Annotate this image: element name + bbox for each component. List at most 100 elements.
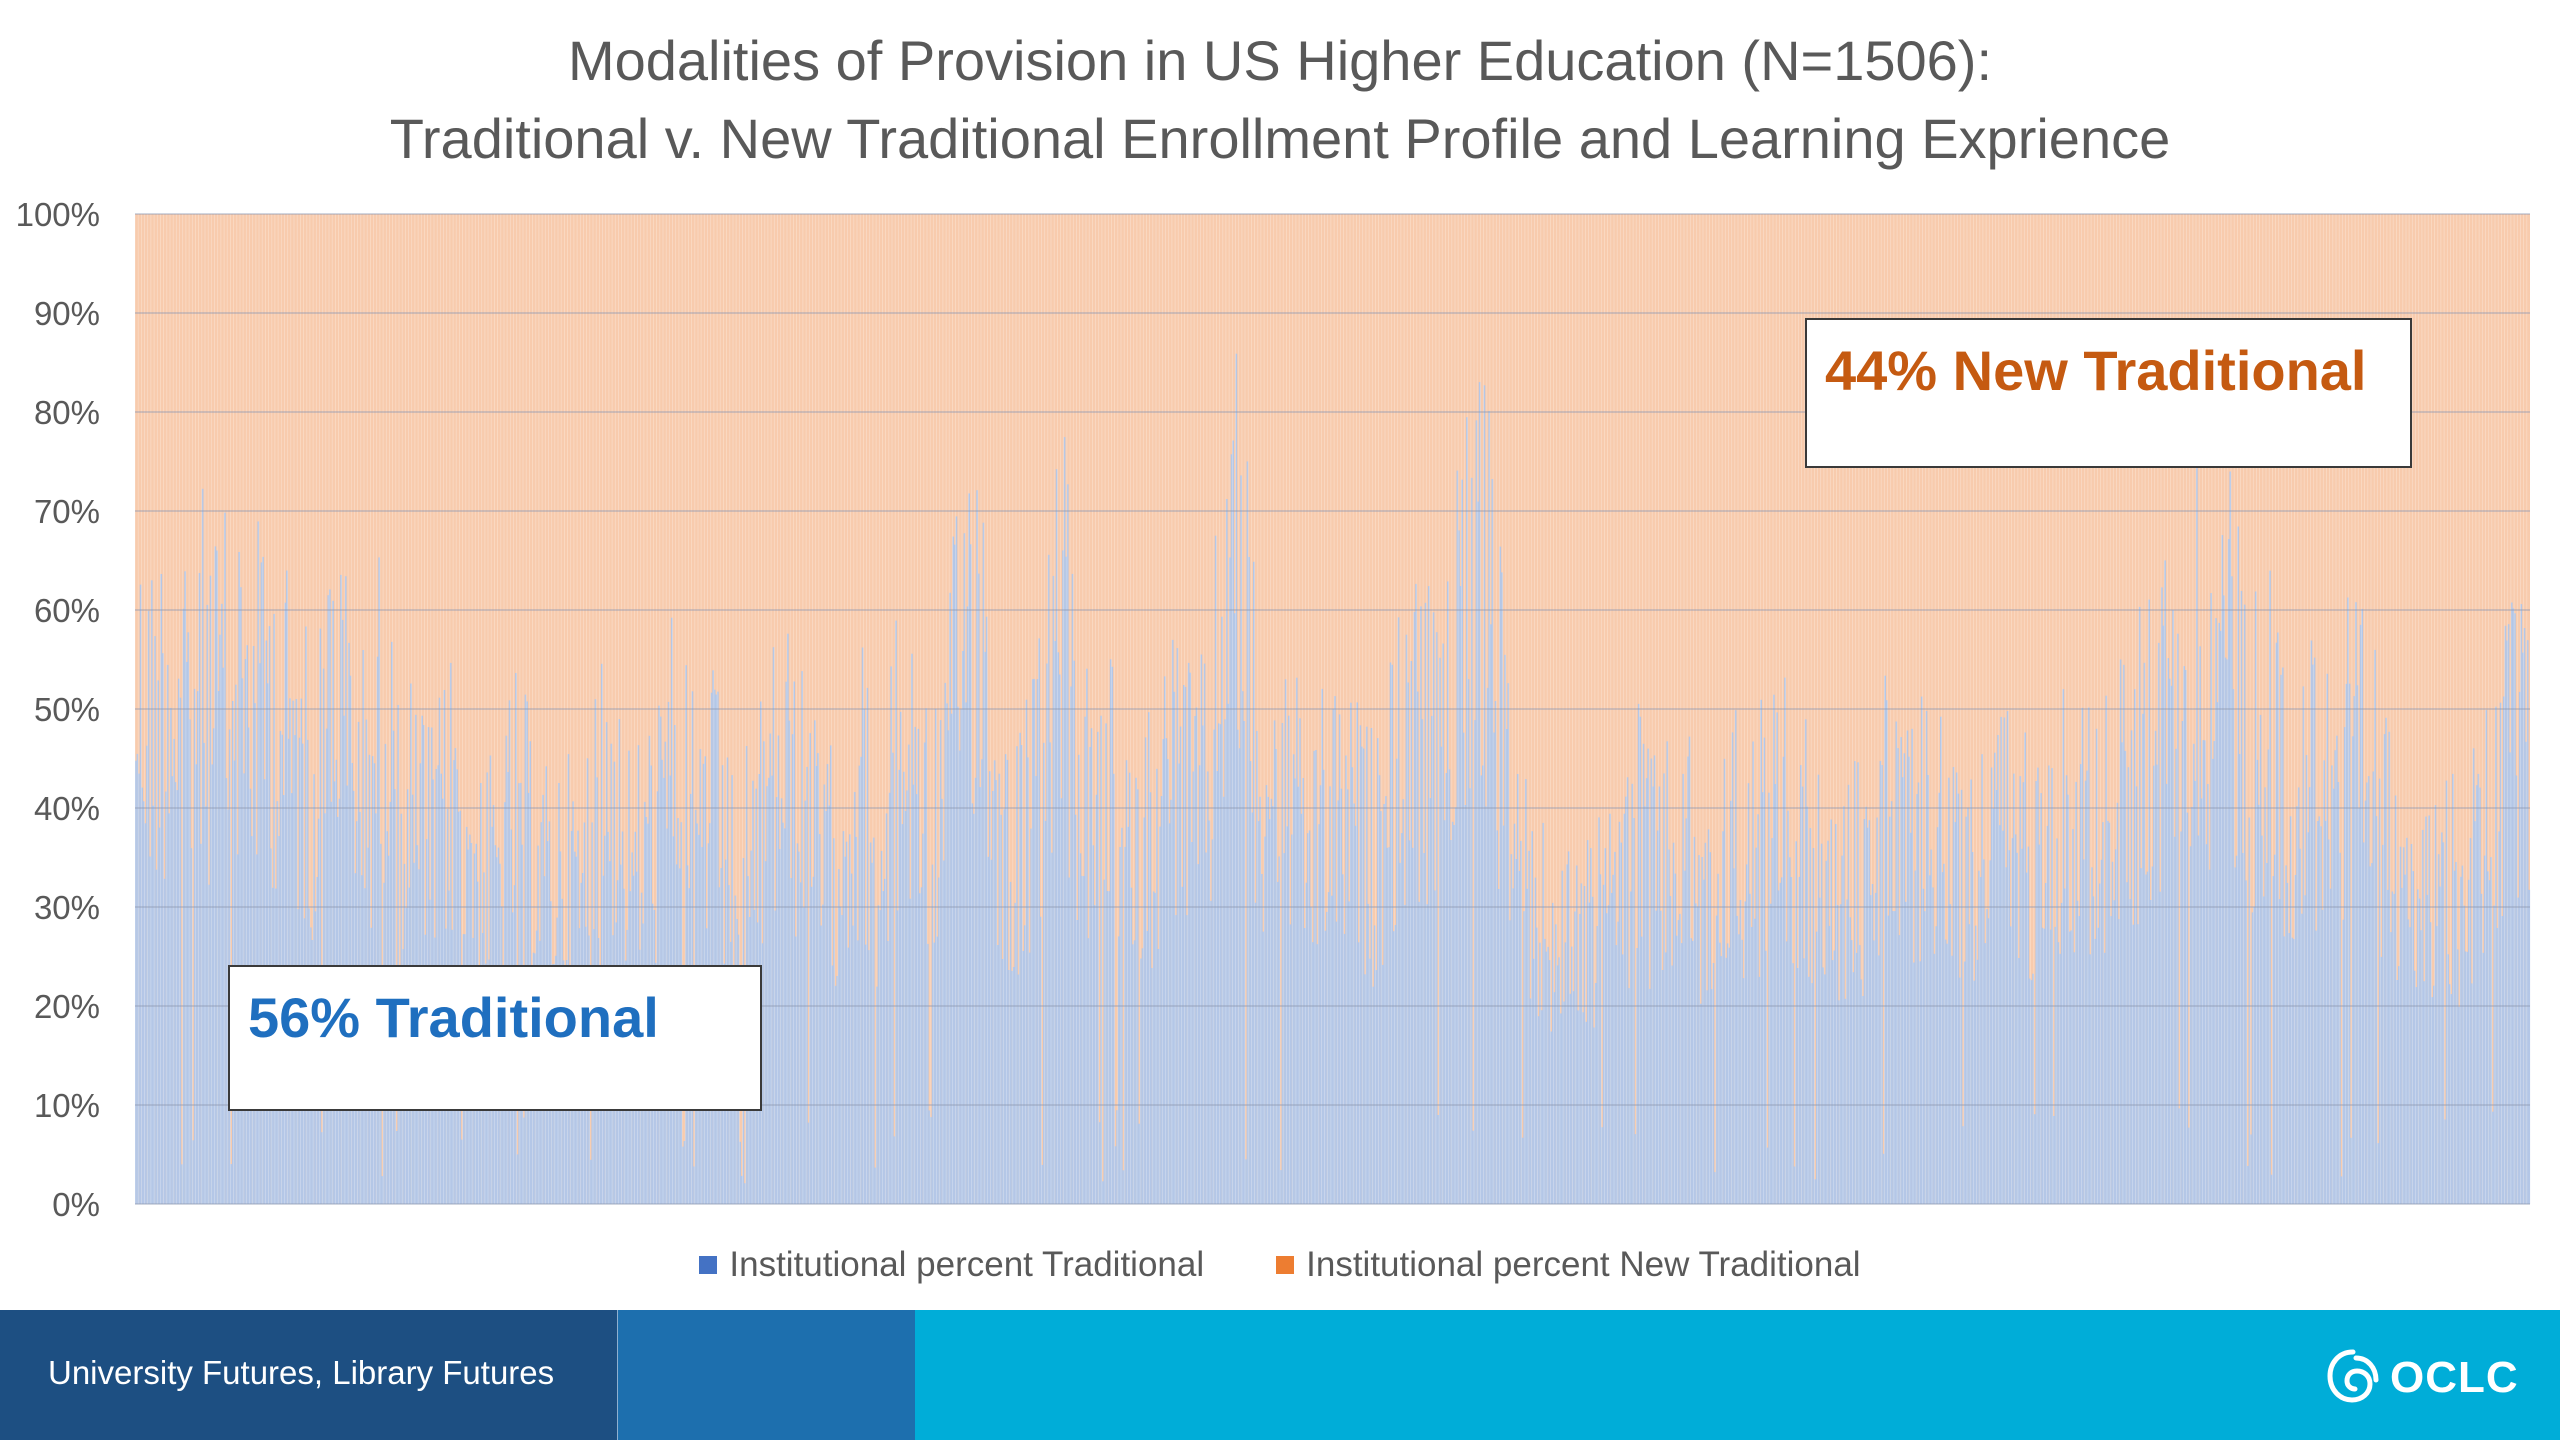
bar-traditional — [2175, 748, 2178, 1204]
bar-traditional — [1890, 801, 1893, 1204]
bar-traditional — [1895, 721, 1898, 1204]
bar-traditional — [1143, 817, 1145, 1204]
bar-traditional — [2448, 984, 2451, 1204]
bar-traditional — [410, 683, 412, 1204]
bar-traditional — [2272, 876, 2275, 1204]
bar-traditional — [2151, 866, 2154, 1204]
bar-traditional — [1815, 931, 1818, 1204]
bar-traditional — [1795, 841, 1797, 1204]
footer-right-segment — [915, 1310, 2560, 1440]
bar-traditional — [2245, 880, 2248, 1204]
bar-traditional — [157, 680, 159, 1204]
bar-traditional — [1839, 904, 1842, 1204]
bar-traditional — [1774, 784, 1777, 1204]
bar-traditional — [1402, 799, 1405, 1204]
bar-traditional — [1394, 925, 1397, 1204]
bar-traditional — [1470, 477, 1473, 1204]
bar-traditional — [2048, 765, 2050, 1204]
bar-traditional — [1171, 639, 1174, 1204]
y-tick-label: 0% — [52, 1186, 100, 1223]
bar-traditional — [1639, 716, 1642, 1204]
stacked-percent-bar-chart: 0% 10% 20% 30% 40% 50% 60% 70% 80% 90% 100% — [16, 196, 2531, 1223]
bar-traditional — [1650, 758, 1653, 1204]
bar-traditional — [1618, 821, 1621, 1204]
bar-traditional — [208, 884, 210, 1204]
bar-traditional — [146, 745, 148, 1204]
bar-traditional — [2399, 846, 2402, 1204]
bar-traditional — [1951, 955, 1953, 1204]
bar-traditional — [988, 771, 991, 1204]
bar-traditional — [1412, 847, 1414, 1204]
bar-traditional — [1524, 779, 1527, 1204]
bar-traditional — [1179, 726, 1182, 1204]
bar-traditional — [1995, 790, 1998, 1204]
bar-traditional — [906, 790, 908, 1204]
bar-traditional — [841, 915, 843, 1204]
bar-traditional — [2019, 776, 2022, 1204]
bar-traditional — [1356, 702, 1359, 1204]
bar-traditional — [950, 713, 953, 1204]
bar-traditional — [1862, 996, 1864, 1204]
bar-traditional — [1322, 769, 1325, 1204]
bar-traditional — [796, 843, 799, 1204]
bar-traditional — [777, 735, 780, 1204]
bar-traditional — [217, 691, 220, 1204]
bar-traditional — [1028, 952, 1031, 1204]
bar-traditional — [2076, 900, 2079, 1204]
bar-traditional — [1065, 556, 1067, 1204]
bar-traditional — [2523, 628, 2526, 1204]
bar-traditional — [2111, 861, 2114, 1204]
bar-traditional — [1227, 703, 1230, 1204]
bar-traditional — [831, 965, 834, 1204]
bar-traditional — [225, 778, 228, 1204]
bar-traditional — [2318, 816, 2321, 1204]
bar-traditional — [257, 521, 260, 1204]
bar-traditional — [2094, 938, 2096, 1204]
bar-traditional — [1493, 732, 1495, 1204]
bar-traditional — [1800, 765, 1802, 1204]
bar-traditional — [2238, 754, 2241, 1204]
bar-traditional — [1679, 913, 1681, 1204]
bar-traditional — [1889, 816, 1891, 1204]
bar-traditional — [284, 602, 287, 1204]
bar-traditional — [2056, 838, 2058, 1204]
bar-traditional — [1844, 998, 1847, 1204]
bar-traditional — [1260, 874, 1263, 1204]
bar-traditional — [2205, 844, 2208, 1204]
bar-traditional — [2242, 853, 2244, 1204]
bar-traditional — [254, 703, 256, 1204]
bar-traditional — [1251, 812, 1254, 1204]
bar-traditional — [783, 828, 786, 1204]
bar-traditional — [1656, 830, 1659, 1204]
bar-traditional — [904, 811, 907, 1204]
bar-traditional — [764, 861, 767, 1204]
bar-traditional — [1838, 1000, 1840, 1204]
bar-traditional — [1760, 699, 1762, 1204]
bar-traditional — [2289, 816, 2292, 1204]
bar-traditional — [1792, 963, 1794, 1204]
bar-traditional — [1165, 738, 1168, 1204]
bar-traditional — [2269, 570, 2271, 1204]
bar-traditional — [1955, 772, 1958, 1204]
bar-traditional — [1680, 943, 1683, 1204]
bar-traditional — [1548, 960, 1551, 1204]
bar-traditional — [1897, 748, 1899, 1204]
bar-traditional — [1453, 825, 1456, 1204]
bar-traditional — [1644, 806, 1646, 1204]
bar-traditional — [2495, 706, 2497, 1204]
bar-traditional — [2258, 804, 2260, 1204]
bar-traditional — [2335, 735, 2338, 1204]
bar-traditional — [1590, 848, 1592, 1204]
bar-traditional — [1211, 839, 1214, 1204]
bar-traditional — [822, 904, 824, 1204]
bar-traditional — [2196, 467, 2198, 1205]
bar-traditional — [1062, 550, 1064, 1204]
bar-traditional — [1068, 877, 1071, 1204]
bar-traditional — [996, 945, 999, 1204]
bar-traditional — [1819, 897, 1821, 1204]
bar-traditional — [322, 668, 325, 1204]
bar-traditional — [930, 1117, 932, 1204]
bar-traditional — [860, 756, 862, 1204]
bar-traditional — [1505, 729, 1508, 1204]
bar-traditional — [1122, 1170, 1125, 1204]
